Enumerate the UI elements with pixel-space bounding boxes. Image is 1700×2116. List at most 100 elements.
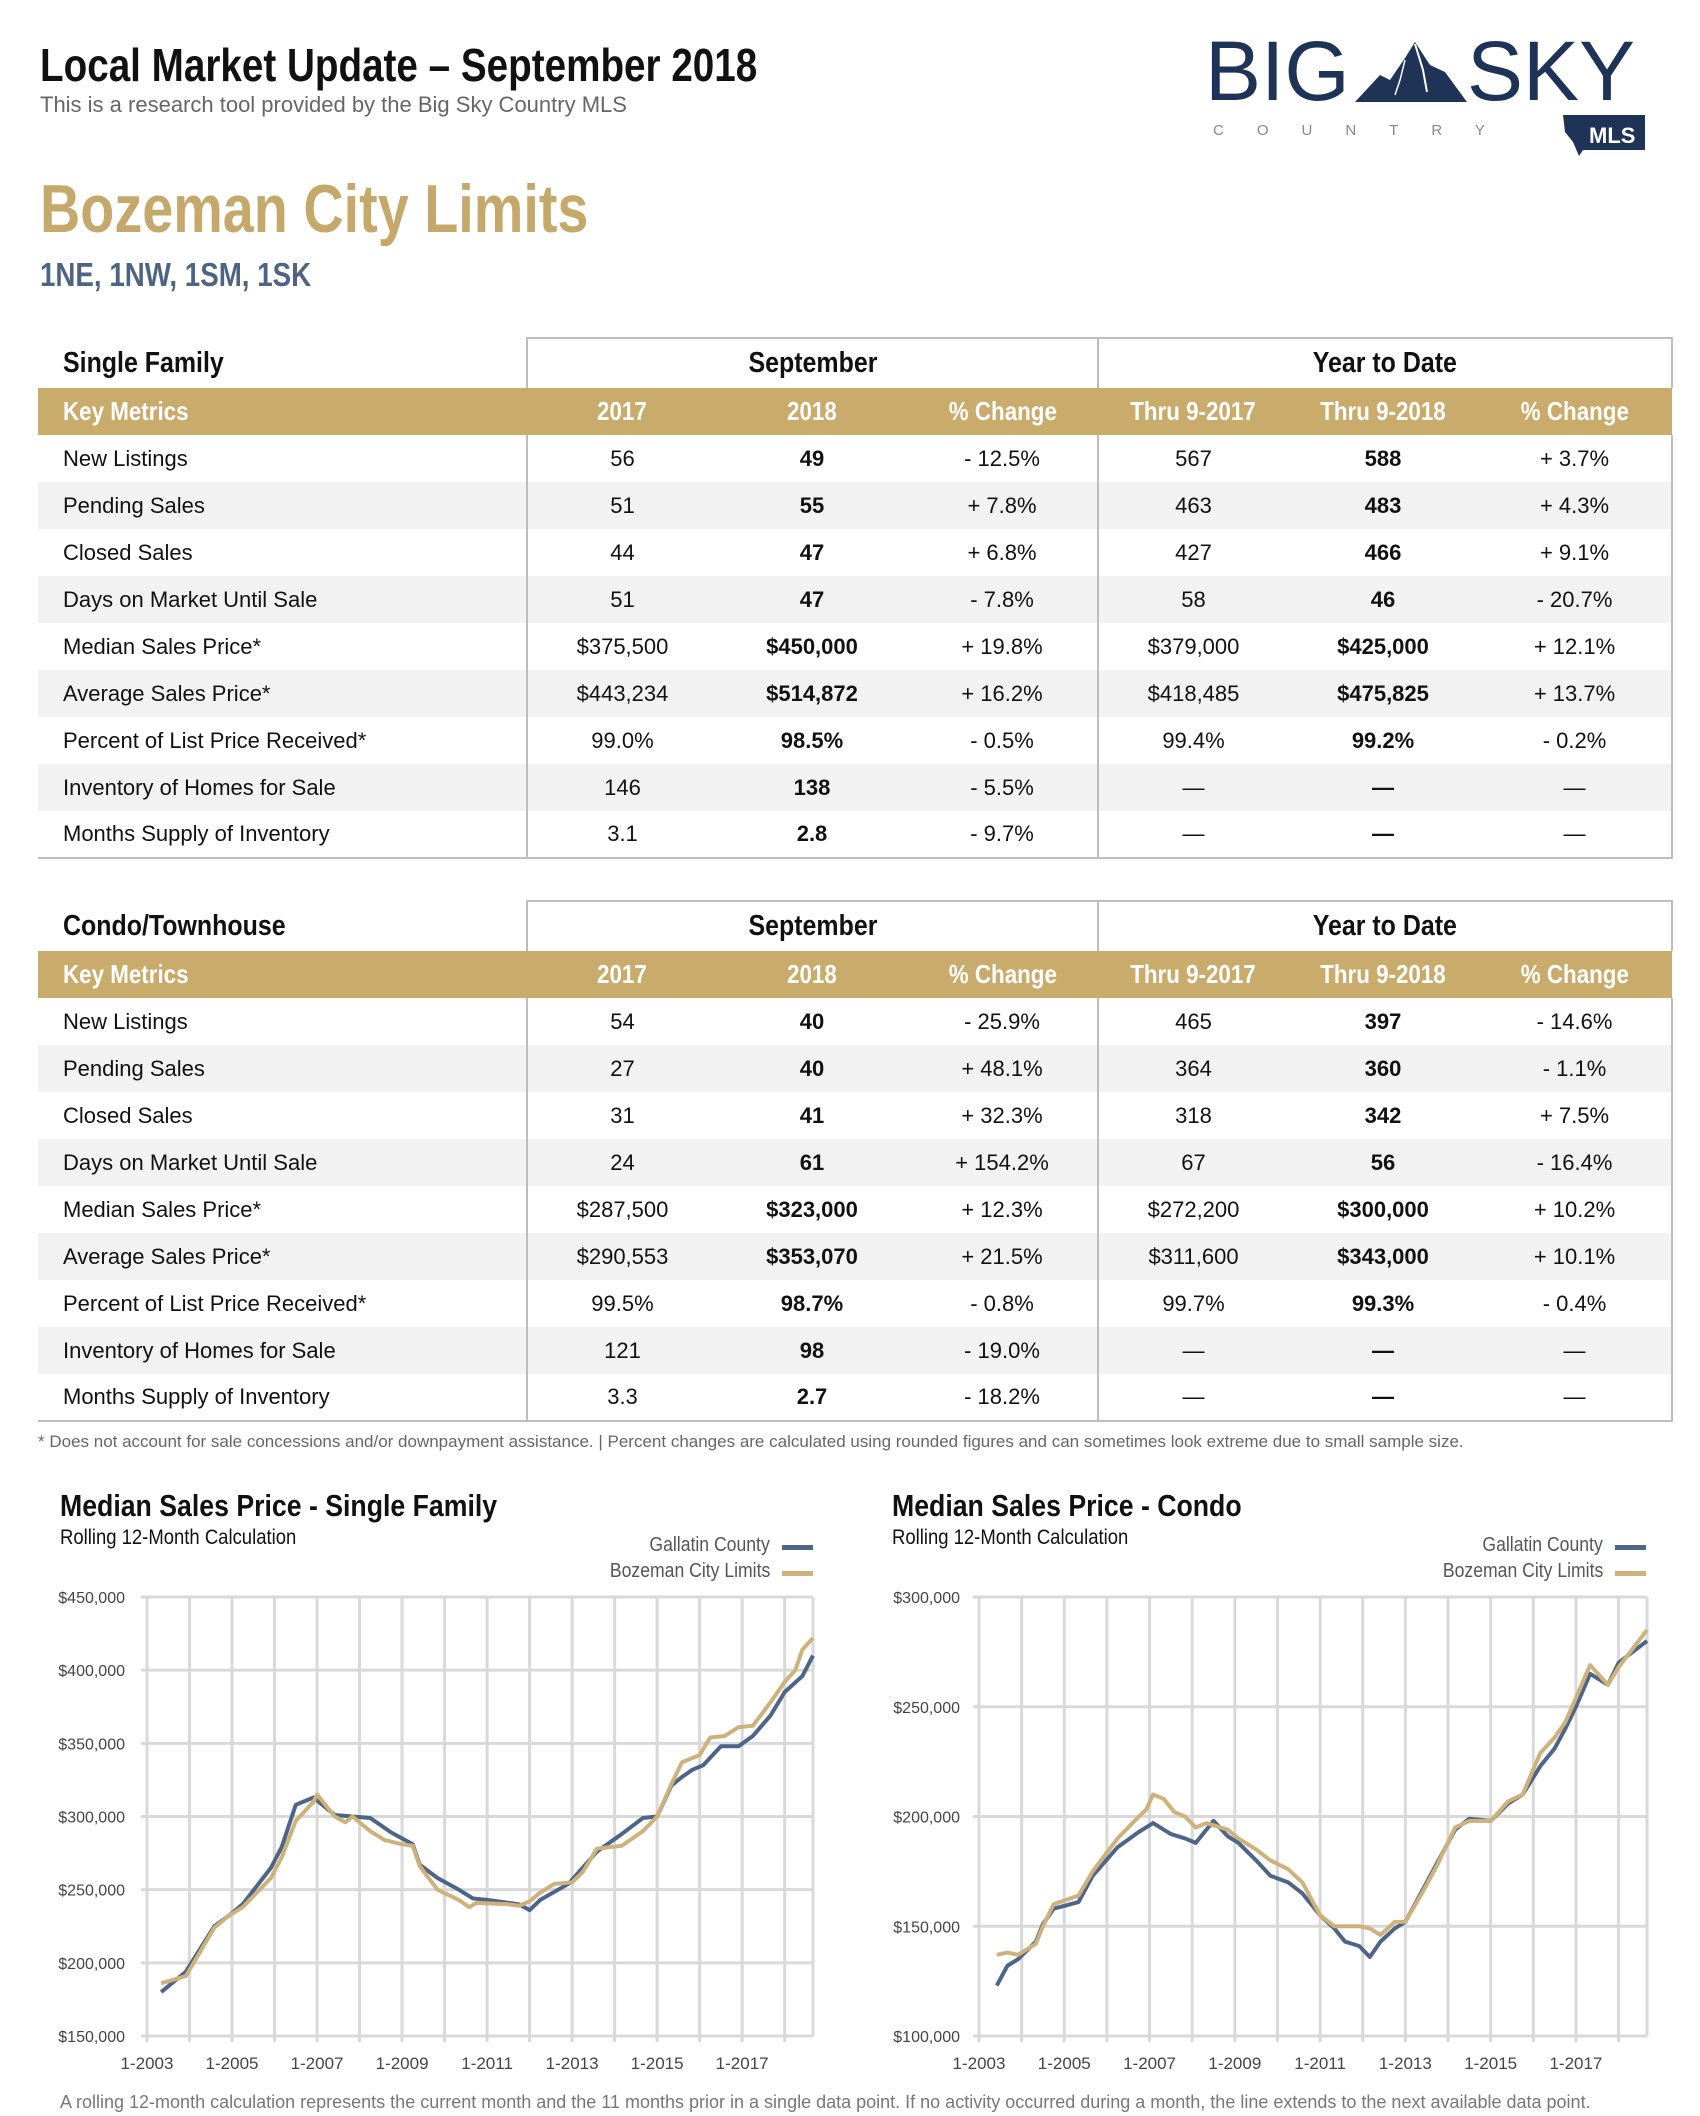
table-row: Closed Sales 44 47 + 6.8% 427 466 + 9.1% [38,529,1674,576]
metric-value: 146 [527,764,717,811]
metric-value: - 0.5% [907,717,1100,764]
metric-value: - 0.4% [1478,1280,1674,1327]
x-tick-label: 1-2013 [1379,2054,1432,2073]
metric-value: 67 [1098,1139,1289,1186]
group-header-month: September [525,337,1100,388]
metric-value: 31 [610,1102,635,1128]
metric-value: 364 [1098,1045,1289,1092]
metric-value: 465 [1175,1008,1212,1034]
metric-value: - 5.5% [907,764,1100,811]
column-header: 2017 [527,388,717,435]
table-section-title: Single Family [63,346,224,379]
metric-value: + 32.3% [907,1092,1100,1139]
metric-value: 99.3% [1351,1290,1415,1316]
metric-value: + 19.8% [907,623,1100,670]
svg-text:SKY: SKY [1467,30,1635,118]
column-header: % Change [1478,951,1673,998]
legend-swatch-bozeman [1615,1571,1646,1576]
svg-text:MLS: MLS [1589,123,1635,148]
metric-value: - 7.8% [907,576,1100,623]
metric-label: Months Supply of Inventory [38,811,528,859]
y-tick-label: $250,000 [58,1883,125,1900]
table-row: Median Sales Price* $287,500 $323,000 + 12.… [38,1186,1674,1233]
table-row: Pending Sales 27 40 + 48.1% 364 360- 1.1% [38,1045,1674,1092]
metric-value: $379,000 [1147,633,1240,659]
metric-value: $425,000 [1337,633,1429,659]
mountain-icon [1355,42,1467,102]
metric-value: 58 [1098,576,1289,623]
metric-value: 318 [1175,1102,1212,1128]
group-header-ytd: Year to Date [1097,337,1674,388]
metric-value: $418,485 [1098,670,1289,717]
group-header-ytd: Year to Date [1097,900,1674,951]
x-tick-label: 1-2009 [1208,2054,1261,2073]
metric-value: $475,825 [1288,670,1479,717]
x-tick-label: 1-2005 [206,2054,259,2073]
y-tick-label: $300,000 [893,1590,960,1607]
y-tick-label: $200,000 [58,1956,125,1973]
metric-value: $443,234 [527,670,717,717]
metric-value: 47 [717,576,907,623]
metric-value: — [1288,1327,1479,1374]
metric-value: 51 [527,576,717,623]
x-tick-label: 1-2015 [1464,2054,1517,2073]
metric-label: Percent of List Price Received* [38,717,528,764]
y-tick-label: $150,000 [58,2029,125,2046]
column-header: % Change [907,388,1099,435]
metric-value: — [1288,764,1479,811]
y-tick-label: $450,000 [58,1590,125,1607]
svg-text:COUNTRY: COUNTRY [1213,122,1518,139]
svg-text:BIG: BIG [1205,30,1350,118]
column-header: Key Metrics [38,951,527,998]
metric-value: + 10.2% [1478,1186,1674,1233]
metric-label: Average Sales Price* [38,670,528,717]
metric-value: 360 [1288,1045,1479,1092]
metric-value: 588 [1364,445,1402,471]
metric-value: 46 [1288,576,1479,623]
metric-value: 2.7 [717,1374,907,1422]
metric-label: Months Supply of Inventory [38,1374,528,1422]
chart-subtitle: Rolling 12-Month Calculation [60,1526,297,1549]
legend-bozeman-city-limits: Bozeman City Limits [609,1560,770,1582]
table-row: New Listings 56 49 - 12.5% 567 588 + 3.7% [38,435,1674,482]
group-header-month: September [525,900,1100,951]
metric-value: + 3.7% [1478,435,1674,482]
legend-swatch-bozeman [782,1571,813,1576]
x-tick-label: 1-2009 [376,2054,429,2073]
metric-value: + 7.8% [907,482,1100,529]
column-header: 2017 [527,951,717,998]
table-row: New Listings 54 40 - 25.9% 465 397 - 14.6% [38,998,1674,1045]
y-tick-label: $350,000 [58,1736,125,1753]
metric-value: $272,200 [1147,1196,1240,1222]
table-row: Days on Market Until Sale 51 47- 7.8% 58 46-… [38,576,1674,623]
metric-value: 99.4% [1162,727,1225,753]
metric-label: New Listings [38,435,528,482]
metric-value: 99.7% [1162,1290,1225,1316]
metric-value: + 48.1% [907,1045,1100,1092]
metric-value: 567 [1175,445,1212,471]
metric-label: Median Sales Price* [38,1186,528,1233]
metric-value: 99.0% [591,727,654,753]
big-sky-mls-logo: BIG SKY COUNTRY MLS [1205,30,1645,156]
metric-label: Average Sales Price* [38,1233,528,1280]
metric-value: — [1478,1374,1674,1422]
table-row: Inventory of Homes for Sale 146 138- 5.5% —… [38,764,1674,811]
page-title: Local Market Update – September 2018 [40,39,758,91]
table-row: Days on Market Until Sale 24 61 + 154.2% 67 5… [38,1139,1674,1186]
x-tick-label: 1-2013 [546,2054,599,2073]
metric-value: + 21.5% [907,1233,1100,1280]
metric-label: Pending Sales [38,1045,528,1092]
x-tick-label: 1-2015 [631,2054,684,2073]
legend-gallatin-county: Gallatin County [1482,1534,1603,1556]
metric-value: 49 [799,445,825,471]
series-line-gallatin-county [995,1639,1649,1987]
metric-value: 24 [527,1139,717,1186]
metric-value: — [1478,811,1674,859]
metric-value: 61 [717,1139,907,1186]
metric-value: - 25.9% [907,998,1100,1045]
metric-value: - 0.8% [907,1280,1100,1327]
area-title: Bozeman City Limits [40,171,589,247]
metric-value: 41 [799,1102,825,1128]
metric-value: + 6.8% [907,529,1100,576]
